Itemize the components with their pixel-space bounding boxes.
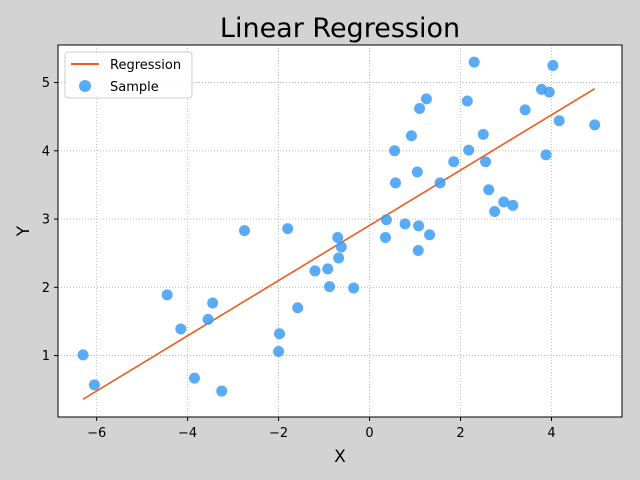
sample-point — [477, 128, 489, 140]
sample-point — [507, 199, 519, 211]
sample-point — [88, 379, 100, 391]
legend-sample-swatch — [79, 80, 91, 92]
sample-point — [399, 218, 411, 230]
x-tick-label: −2 — [269, 426, 288, 441]
sample-point — [332, 231, 344, 243]
x-tick-label: 2 — [456, 426, 464, 441]
x-axis-label: X — [334, 447, 346, 467]
y-tick-label: 4 — [42, 144, 50, 159]
sample-point — [434, 177, 446, 189]
y-tick-label: 1 — [42, 349, 50, 364]
sample-point — [553, 115, 565, 127]
sample-point — [413, 220, 425, 232]
sample-point — [405, 130, 417, 142]
sample-point — [589, 119, 601, 131]
sample-point — [461, 95, 473, 107]
sample-point — [498, 196, 510, 208]
y-tick-label: 5 — [42, 76, 50, 91]
sample-point — [483, 184, 495, 196]
sample-point — [273, 345, 285, 357]
x-tick-label: 0 — [365, 426, 373, 441]
sample-point — [411, 166, 423, 178]
sample-point — [216, 385, 228, 397]
sample-point — [389, 177, 401, 189]
plot-area — [58, 45, 622, 417]
legend-sample-label: Sample — [110, 80, 159, 95]
sample-point — [424, 229, 436, 241]
sample-point — [202, 313, 214, 325]
sample-point — [540, 149, 552, 161]
x-tick-label: −4 — [178, 426, 197, 441]
sample-point — [309, 265, 321, 277]
sample-point — [380, 214, 392, 226]
sample-point — [333, 252, 345, 264]
sample-point — [274, 328, 286, 340]
y-tick-label: 2 — [42, 281, 50, 296]
chart-title: Linear Regression — [220, 13, 460, 44]
sample-point — [519, 104, 531, 116]
sample-point — [348, 282, 360, 294]
sample-point — [292, 302, 304, 314]
x-tick-label: 4 — [547, 426, 555, 441]
sample-point — [322, 263, 334, 275]
sample-point — [412, 244, 424, 256]
sample-point — [238, 225, 250, 237]
sample-point — [468, 56, 480, 68]
legend-regression-label: Regression — [110, 58, 181, 73]
sample-point — [175, 323, 187, 335]
sample-point — [207, 297, 219, 309]
x-tick-label: −6 — [87, 426, 106, 441]
sample-point — [282, 223, 294, 235]
sample-point — [420, 93, 432, 105]
sample-point — [480, 156, 492, 168]
sample-point — [463, 144, 475, 156]
ticks: −6 −4 −2 0 2 4 1 2 3 4 5 — [42, 76, 556, 441]
sample-point — [335, 241, 347, 253]
sample-point — [543, 86, 555, 98]
axes-frame — [57, 44, 623, 418]
sample-point — [414, 102, 426, 114]
sample-point — [489, 206, 501, 218]
sample-point — [379, 231, 391, 243]
sample-point — [448, 156, 460, 168]
data-layer — [77, 56, 601, 400]
y-tick-label: 3 — [42, 213, 50, 228]
sample-point — [77, 349, 89, 361]
sample-point — [547, 59, 559, 71]
sample-point — [161, 289, 173, 301]
sample-point — [188, 372, 200, 384]
sample-point — [324, 281, 336, 293]
sample-point — [389, 145, 401, 157]
y-axis-label: Y — [14, 225, 34, 237]
legend: Regression Sample — [64, 51, 193, 99]
